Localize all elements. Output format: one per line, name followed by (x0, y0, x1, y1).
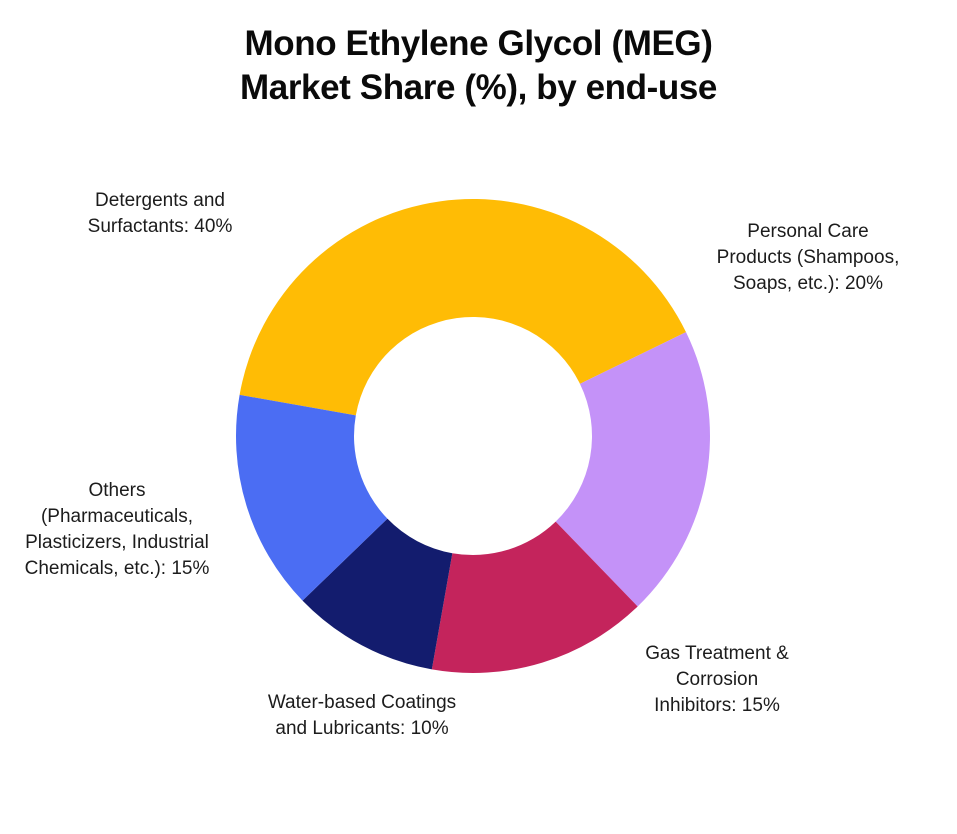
label-line: Chemicals, etc.): 15% (24, 558, 210, 579)
pie-slice-personal-care-products-shampoos-soaps-et (555, 332, 710, 607)
slice-label-detergents-surfactants: Detergents and Surfactants: 40% (88, 188, 233, 240)
slice-label-gas-treatment: Gas Treatment & Corrosion Inhibitors: 15… (645, 641, 789, 719)
pie-slice-water-based-coatings-and-lubricants (302, 518, 453, 670)
label-line: Water-based Coatings (267, 692, 457, 713)
chart-title-line-1: Mono Ethylene Glycol (MEG) (244, 24, 713, 63)
slice-label-others: Others (Pharmaceuticals, Plasticizers, I… (25, 478, 210, 582)
label-line: Surfactants: 40% (87, 216, 233, 237)
slice-label-water-based-coatings: Water-based Coatings and Lubricants: 10% (268, 690, 456, 742)
label-line: Gas Treatment & (645, 643, 789, 664)
label-line: Corrosion (675, 669, 759, 690)
label-line: Inhibitors: 15% (654, 695, 780, 716)
chart-title-line-2: Market Share (%), by end-use (240, 68, 717, 107)
label-line: Others (88, 480, 146, 501)
label-line: Detergents and (95, 190, 225, 211)
pie-slice-others-pharmaceuticals-plasticizers-indu (236, 394, 388, 601)
label-line: Personal Care (747, 221, 869, 242)
label-line: Products (Shampoos, (716, 247, 900, 268)
pie-slice-gas-treatment-corrosion-inhibitors (431, 521, 638, 673)
label-line: and Lubricants: 10% (275, 718, 449, 739)
pie-slice-detergents-and-surfactants (239, 199, 687, 416)
label-line: (Pharmaceuticals, (40, 506, 194, 527)
label-line: Plasticizers, Industrial (25, 532, 209, 553)
slice-label-personal-care: Personal Care Products (Shampoos, Soaps,… (717, 219, 900, 297)
chart-title: Mono Ethylene Glycol (MEG) Market Share … (0, 22, 957, 110)
label-line: Soaps, etc.): 20% (733, 273, 883, 294)
